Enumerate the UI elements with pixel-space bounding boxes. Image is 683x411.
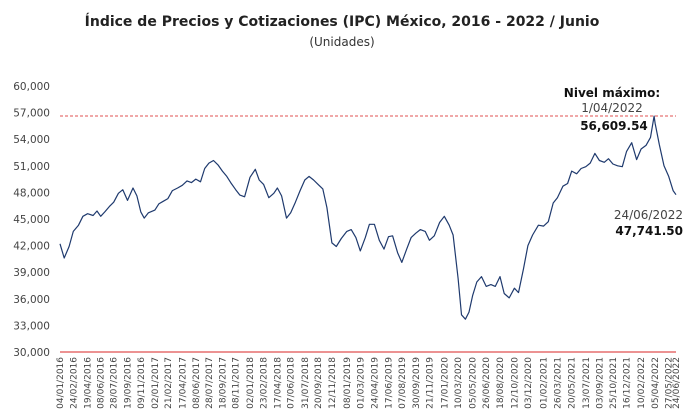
x-tick-label: 21/11/2019: [425, 357, 435, 409]
x-tick-label: 12/10/2020: [510, 357, 520, 409]
chart-title: Índice de Precios y Cotizaciones (IPC) M…: [85, 13, 600, 30]
last-annotation-date: 24/06/2022: [614, 208, 683, 222]
x-tick-label: 08/11/2017: [232, 357, 242, 409]
x-tick-label: 08/06/2016: [97, 357, 107, 409]
max-annotation: Nivel máximo: 1/04/2022 56,609.54: [564, 86, 660, 133]
x-tick-label: 17/01/2020: [440, 357, 450, 409]
x-tick-label: 24/04/2019: [370, 357, 380, 409]
y-tick-label: 51,000: [13, 161, 50, 173]
y-tick-label: 48,000: [13, 187, 50, 199]
y-tick-label: 33,000: [13, 320, 50, 332]
x-tick-label: 01/03/2019: [356, 357, 366, 409]
x-tick-label: 07/08/2019: [398, 357, 408, 409]
x-tick-label: 04/01/2016: [56, 357, 66, 409]
x-tick-label: 16/12/2021: [623, 357, 633, 409]
x-tick-label: 03/12/2020: [524, 357, 534, 409]
x-tick-label: 18/08/2020: [496, 357, 506, 409]
x-tick-label: 12/11/2018: [328, 357, 338, 409]
y-axis: 60,000 57,000 54,000 51,000 48,000 45,000 42,0…: [13, 81, 50, 359]
y-tick-label: 42,000: [13, 241, 50, 253]
x-tick-label: 26/03/2021: [553, 357, 563, 409]
x-tick-label: 07/06/2018: [287, 357, 297, 409]
x-tick-label: 25/10/2021: [609, 357, 619, 409]
x-tick-label: 05/04/2022: [651, 357, 661, 409]
x-tick-label: 23/02/2018: [260, 357, 270, 409]
max-annotation-value: 56,609.54: [580, 119, 648, 133]
y-tick-label: 60,000: [13, 81, 50, 93]
max-annotation-heading: Nivel máximo:: [564, 86, 660, 100]
ipc-series-line: [59, 115, 677, 320]
x-tick-label: 02/01/2018: [246, 357, 256, 409]
x-tick-label: 13/07/2021: [582, 357, 592, 409]
x-tick-label: 10/02/2022: [637, 357, 647, 409]
last-annotation: 24/06/2022 47,741.50: [614, 208, 683, 238]
x-tick-label: 19/09/2016: [124, 357, 134, 409]
x-tick-label: 31/07/2018: [301, 357, 311, 409]
x-tick-label: 20/05/2021: [568, 357, 578, 409]
x-tick-label: 08/01/2019: [343, 357, 353, 409]
x-tick-label: 10/03/2020: [454, 357, 464, 409]
x-tick-label: 30/09/2019: [412, 357, 422, 409]
x-tick-label: 24/02/2016: [69, 357, 79, 409]
x-tick-label: 28/07/2016: [110, 357, 120, 409]
y-tick-label: 36,000: [13, 294, 50, 306]
x-tick-label: 28/07/2017: [205, 357, 215, 409]
x-tick-label: 19/04/2016: [84, 357, 94, 409]
x-tick-label: 02/01/2017: [151, 357, 161, 409]
y-tick-label: 54,000: [13, 134, 50, 146]
y-tick-label: 57,000: [13, 108, 50, 120]
x-tick-label: 01/02/2021: [540, 357, 550, 409]
x-tick-label: 03/09/2021: [595, 357, 605, 409]
y-tick-label: 30,000: [13, 347, 50, 359]
max-annotation-date: 1/04/2022: [581, 101, 643, 115]
x-tick-label: 17/04/2018: [273, 357, 283, 409]
last-annotation-value: 47,741.50: [615, 224, 683, 238]
y-tick-label: 45,000: [13, 214, 50, 226]
x-tick-label: 24/06/2022: [672, 357, 682, 409]
x-tick-label: 05/05/2020: [469, 357, 479, 409]
x-tick-label: 18/09/2017: [218, 357, 228, 409]
x-tick-label: 21/02/2017: [164, 357, 174, 409]
x-tick-label: 08/06/2017: [192, 357, 202, 409]
x-tick-label: 17/04/2017: [178, 357, 188, 409]
y-tick-label: 39,000: [13, 267, 50, 279]
x-axis: 04/01/2016 24/02/2016 19/04/2016 08/06/2016…: [56, 357, 682, 409]
x-tick-label: 27/05/2022: [665, 357, 675, 409]
x-tick-label: 17/06/2019: [385, 357, 395, 409]
series-layer: [59, 115, 677, 320]
x-tick-label: 20/09/2018: [314, 357, 324, 409]
chart-subtitle: (Unidades): [309, 35, 374, 49]
x-tick-label: 26/06/2020: [482, 357, 492, 409]
x-tick-label: 09/11/2016: [137, 357, 147, 409]
reference-lines: [60, 115, 676, 353]
